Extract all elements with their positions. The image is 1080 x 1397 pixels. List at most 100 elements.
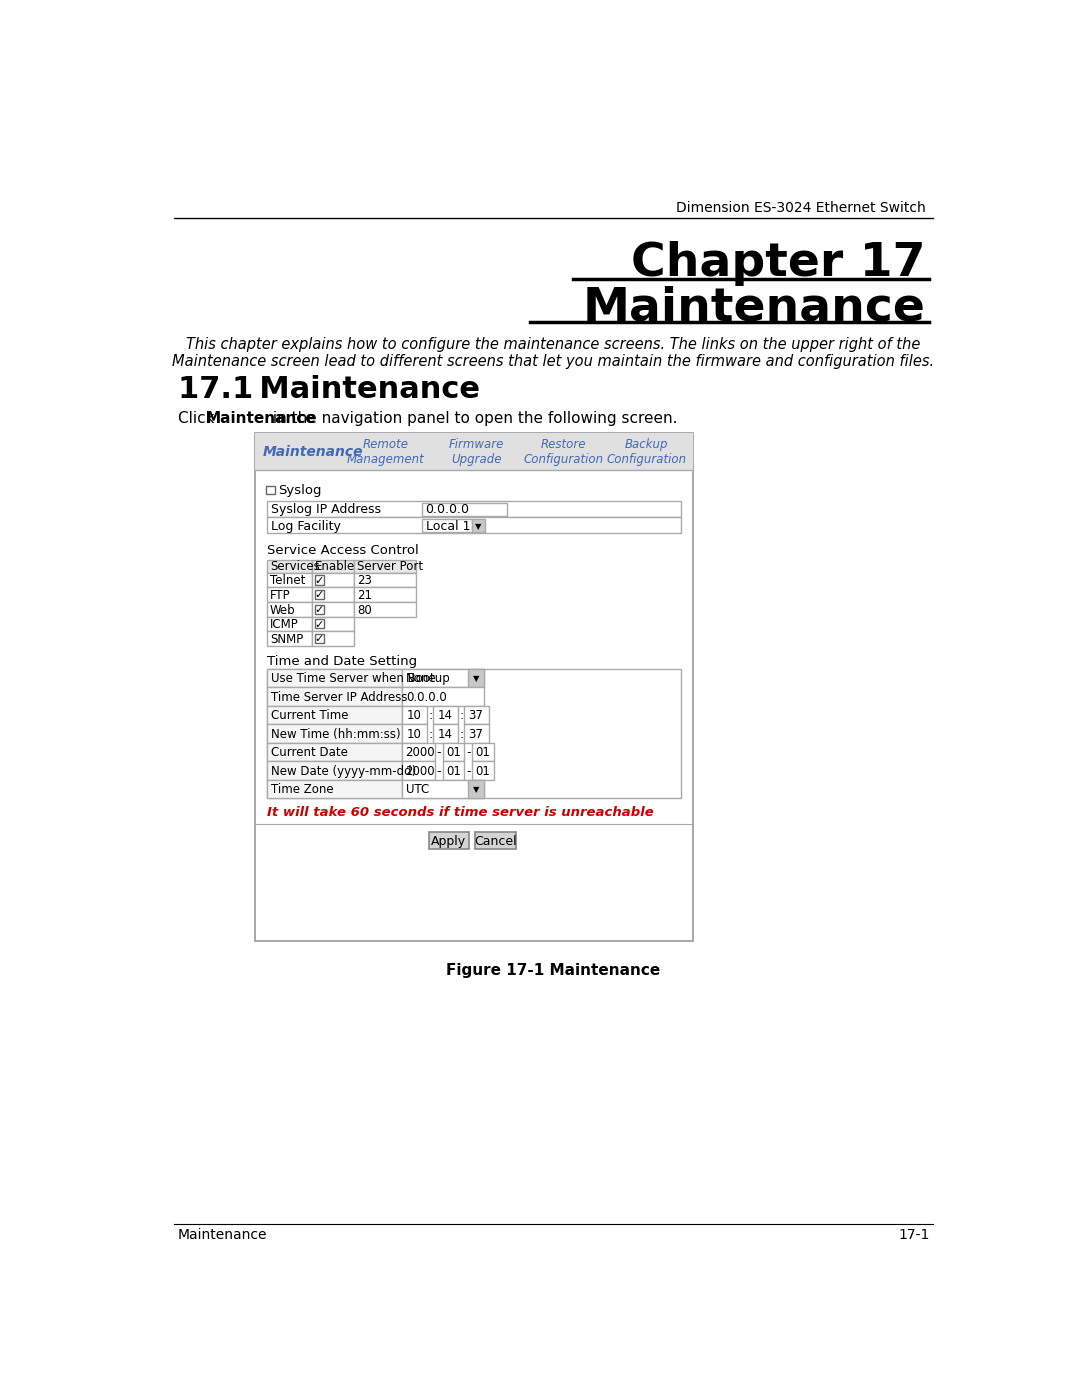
Bar (429, 833, 469, 849)
Bar (472, 761, 494, 780)
Bar (403, 725, 428, 743)
Text: :: : (459, 728, 463, 740)
Bar (422, 518, 472, 532)
Text: This chapter explains how to configure the maintenance screens. The links on the: This chapter explains how to configure t… (187, 337, 920, 352)
Bar (472, 518, 485, 532)
Text: Cancel: Cancel (474, 835, 516, 848)
Bar (312, 616, 354, 631)
Text: Apply: Apply (431, 835, 467, 848)
Bar (314, 590, 324, 599)
Text: 80: 80 (357, 604, 373, 616)
Text: None: None (406, 672, 437, 686)
Text: Figure 17-1 Maintenance: Figure 17-1 Maintenance (446, 964, 661, 978)
Text: Syslog: Syslog (279, 483, 322, 497)
Bar (267, 669, 403, 687)
Text: 14: 14 (437, 710, 453, 722)
Bar (267, 761, 403, 780)
Text: Server Port: Server Port (357, 560, 423, 573)
Text: 17-1: 17-1 (897, 1228, 930, 1242)
Text: :: : (459, 710, 463, 722)
Text: 10: 10 (406, 710, 421, 722)
Bar (267, 560, 312, 573)
Text: 17.1 Maintenance: 17.1 Maintenance (177, 374, 480, 404)
Bar (267, 517, 681, 534)
Text: ✓: ✓ (314, 605, 324, 615)
Bar (403, 705, 428, 725)
Text: ▼: ▼ (473, 785, 480, 795)
Text: Dimension ES-3024 Ethernet Switch: Dimension ES-3024 Ethernet Switch (676, 201, 926, 215)
Text: Remote: Remote (362, 437, 408, 451)
Bar (403, 761, 435, 780)
Text: Web: Web (270, 604, 296, 616)
Bar (422, 503, 507, 515)
Text: in the navigation panel to open the following screen.: in the navigation panel to open the foll… (268, 411, 677, 426)
Text: Services: Services (270, 560, 320, 573)
Bar (464, 705, 489, 725)
Bar (469, 780, 484, 798)
Text: 21: 21 (357, 590, 373, 602)
Bar (403, 669, 484, 687)
Bar (314, 619, 324, 629)
Text: Enable: Enable (314, 560, 355, 573)
Bar (354, 573, 416, 587)
Bar (267, 743, 403, 761)
Bar (354, 560, 416, 573)
Text: Configuration: Configuration (607, 453, 687, 467)
Text: -: - (436, 746, 441, 760)
Text: Maintenance: Maintenance (205, 411, 316, 426)
Text: Restore: Restore (541, 437, 586, 451)
Text: 01: 01 (475, 764, 490, 778)
Text: 0.0.0.0: 0.0.0.0 (426, 503, 470, 517)
Bar (403, 687, 484, 705)
Text: 10: 10 (406, 728, 421, 740)
Text: ICMP: ICMP (270, 617, 298, 631)
Text: 2000: 2000 (405, 746, 435, 760)
Text: 23: 23 (357, 574, 373, 587)
Text: SNMP: SNMP (270, 633, 303, 645)
Text: Maintenance: Maintenance (582, 285, 926, 330)
Text: 0.0.0.0: 0.0.0.0 (406, 692, 447, 704)
Bar (314, 576, 324, 584)
Bar (267, 687, 403, 705)
Bar (403, 743, 435, 761)
Bar (354, 602, 416, 616)
Text: Configuration: Configuration (524, 453, 604, 467)
Bar (267, 616, 312, 631)
Text: 01: 01 (446, 746, 461, 760)
Bar (266, 486, 274, 495)
Text: 01: 01 (475, 746, 490, 760)
Text: 37: 37 (469, 710, 483, 722)
Bar (255, 433, 693, 471)
Text: :: : (428, 710, 432, 722)
Bar (267, 587, 312, 602)
Bar (472, 743, 494, 761)
Text: Maintenance: Maintenance (177, 1228, 267, 1242)
Bar (443, 761, 464, 780)
Text: Current Time: Current Time (271, 710, 348, 722)
Text: UTC: UTC (406, 784, 430, 796)
Bar (475, 833, 515, 849)
Text: Telnet: Telnet (270, 574, 306, 587)
Text: -: - (465, 764, 471, 778)
Bar (267, 573, 312, 587)
Bar (267, 705, 403, 725)
Text: ▼: ▼ (473, 675, 480, 683)
Text: Upgrade: Upgrade (451, 453, 502, 467)
Bar (267, 502, 681, 517)
Text: Log Facility: Log Facility (271, 520, 340, 532)
Bar (312, 587, 354, 602)
Bar (433, 705, 458, 725)
Text: 01: 01 (446, 764, 461, 778)
Bar (469, 669, 484, 687)
Bar (314, 634, 324, 643)
Bar (267, 669, 681, 798)
Bar (312, 602, 354, 616)
Text: Time Zone: Time Zone (271, 784, 334, 796)
Text: 2000: 2000 (405, 764, 435, 778)
Text: Backup: Backup (624, 437, 669, 451)
Text: Firmware: Firmware (449, 437, 504, 451)
Text: Use Time Server when Bootup: Use Time Server when Bootup (271, 672, 449, 686)
Text: Service Access Control: Service Access Control (267, 543, 419, 557)
Text: Syslog IP Address: Syslog IP Address (271, 503, 380, 517)
Text: Maintenance screen lead to different screens that let you maintain the firmware : Maintenance screen lead to different scr… (173, 355, 934, 369)
